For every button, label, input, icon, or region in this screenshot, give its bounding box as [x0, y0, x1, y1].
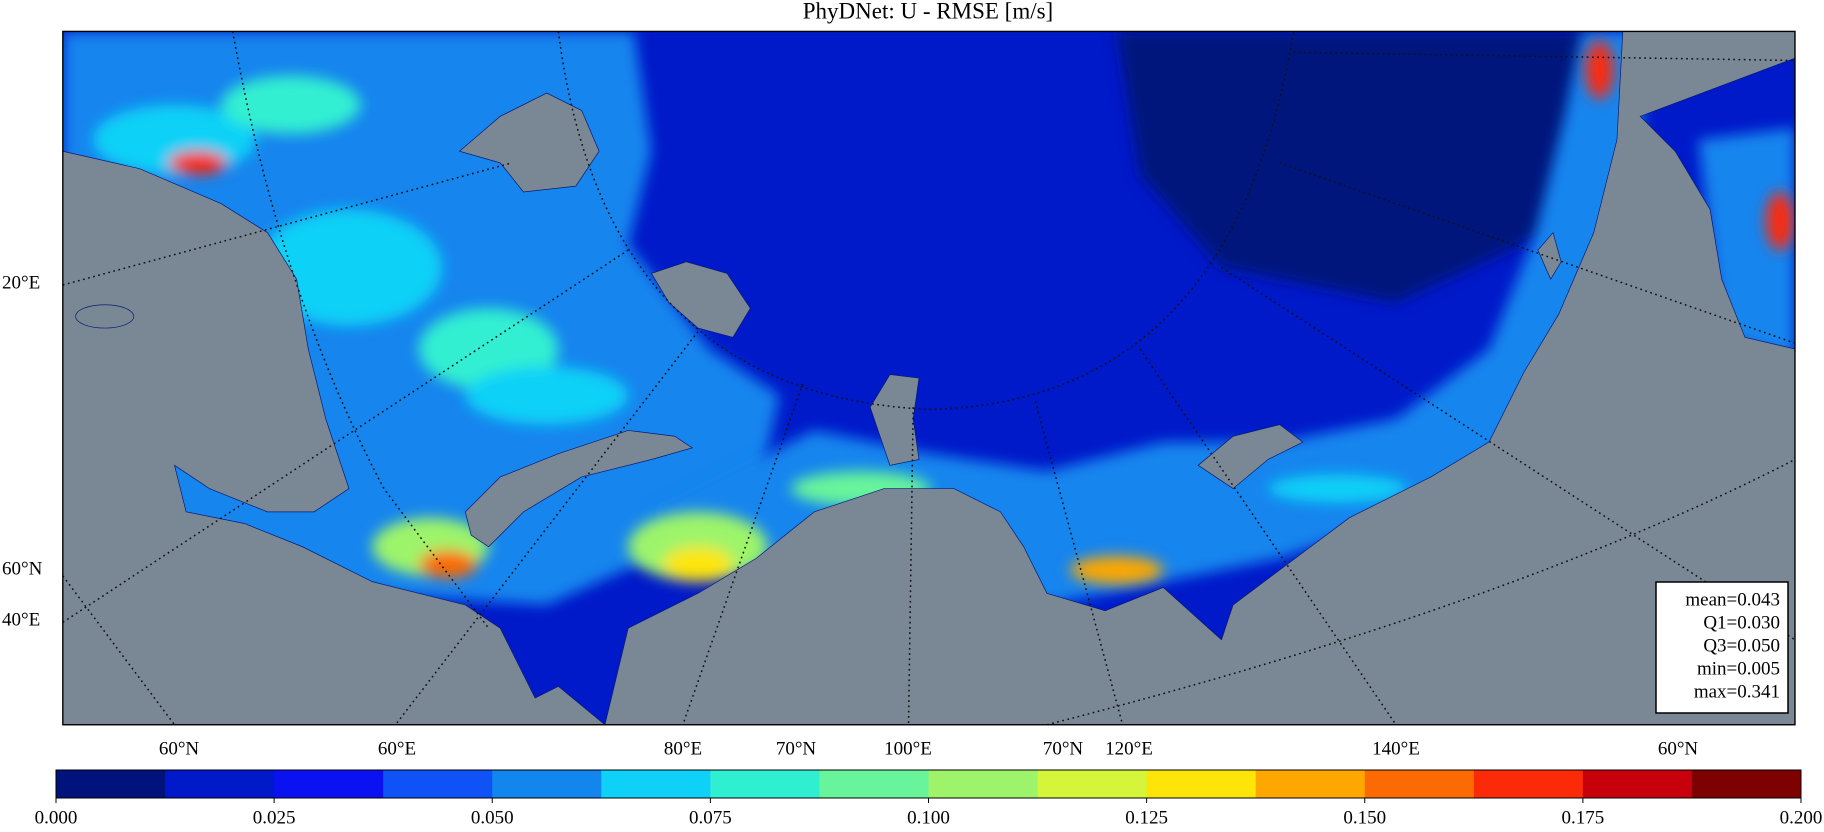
colorbar-segment: [928, 770, 1039, 798]
inlet: [75, 304, 135, 329]
stat: min=0.005: [1697, 658, 1780, 679]
island: [464, 430, 693, 548]
colorbar-segment: [383, 770, 493, 798]
deep-basin: [1116, 31, 1594, 303]
colorbar-tick-label: 0.100: [907, 807, 950, 828]
colorbar-tick-label: 0.000: [35, 807, 78, 828]
graticule-label: 140°E: [1372, 738, 1420, 759]
colorbar-tick-label: 0.125: [1125, 807, 1168, 828]
map: [62, 30, 1796, 726]
colorbar-segment: [56, 770, 166, 798]
colorbar-segment: [1582, 770, 1693, 798]
stats-box: mean=0.043 Q1=0.030 Q3=0.050 min=0.005 m…: [1655, 581, 1789, 714]
colorbar-segment: [1473, 770, 1584, 798]
colorbar-segment: [274, 770, 384, 798]
colorbar-segment: [819, 770, 929, 798]
graticule-label: 70°N: [776, 738, 817, 759]
graticule-label: 80°E: [664, 738, 702, 759]
colorbar-tick-label: 0.200: [1780, 807, 1823, 828]
graticule-label: 60°N: [1658, 738, 1699, 759]
colorbar-segment: [601, 770, 711, 798]
stat: Q3=0.050: [1703, 635, 1780, 656]
graticule-label: 40°E: [2, 609, 40, 630]
colorbar-segment: [710, 770, 820, 798]
graticule-label: 70°N: [1043, 738, 1084, 759]
colorbar-segment: [1146, 770, 1257, 798]
graticule-label: 60°N: [159, 738, 200, 759]
colorbar-segment: [1255, 770, 1366, 798]
colorbar-segment: [1364, 770, 1475, 798]
colorbar-tick-label: 0.175: [1562, 807, 1605, 828]
colorbar-tick-label: 0.075: [689, 807, 732, 828]
graticule-label: 60°N: [2, 558, 43, 579]
land: [62, 31, 1795, 725]
island: [1197, 424, 1304, 490]
colorbar-tick-label: 0.050: [471, 807, 514, 828]
island: [1537, 231, 1562, 280]
colorbar: 0.000 0.025 0.050 0.075 0.100 0.125 0.150 0.175…: [35, 769, 1823, 828]
title: PhyDNet: U - RMSE [m/s]: [803, 0, 1053, 23]
hotspots: [93, 40, 1794, 584]
graticule-label: 100°E: [884, 738, 932, 759]
stat: max=0.341: [1694, 681, 1780, 702]
stats-frame: [1655, 581, 1789, 714]
graticule-label: 60°E: [378, 738, 416, 759]
graticule-label: 20°E: [2, 272, 40, 293]
map-frame: [62, 30, 1796, 726]
colorbar-segment: [165, 770, 275, 798]
colorbar-segment: [1037, 770, 1148, 798]
colorbar-tick-label: 0.025: [253, 807, 296, 828]
graticule: [62, 31, 1795, 725]
colorbar-segment: [492, 770, 602, 798]
colorbar-tick-label: 0.150: [1343, 807, 1386, 828]
colorbar-segment: [1691, 770, 1802, 798]
graticule-label: 120°E: [1105, 738, 1153, 759]
island: [458, 92, 600, 193]
stat: mean=0.043: [1685, 589, 1780, 610]
stat: Q1=0.030: [1703, 612, 1780, 633]
